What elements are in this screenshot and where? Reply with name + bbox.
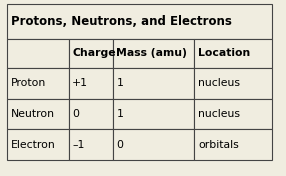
Text: Mass (amu): Mass (amu) bbox=[116, 48, 187, 58]
Text: Neutron: Neutron bbox=[11, 109, 55, 119]
Text: 1: 1 bbox=[116, 78, 123, 88]
Bar bbox=[7, 99, 69, 129]
Bar bbox=[69, 39, 113, 68]
Text: –1: –1 bbox=[72, 140, 84, 150]
Bar bbox=[194, 99, 272, 129]
Bar bbox=[7, 68, 69, 99]
Bar bbox=[113, 99, 194, 129]
Bar bbox=[194, 68, 272, 99]
Text: Electron: Electron bbox=[11, 140, 55, 150]
Text: 1: 1 bbox=[116, 109, 123, 119]
Bar bbox=[7, 39, 69, 68]
Text: nucleus: nucleus bbox=[198, 78, 240, 88]
Bar bbox=[7, 129, 69, 160]
Text: Protons, Neutrons, and Electrons: Protons, Neutrons, and Electrons bbox=[11, 15, 231, 28]
Bar bbox=[113, 129, 194, 160]
Text: Location: Location bbox=[198, 48, 250, 58]
Text: Charge: Charge bbox=[72, 48, 116, 58]
Bar bbox=[113, 68, 194, 99]
Bar bbox=[69, 129, 113, 160]
Text: nucleus: nucleus bbox=[198, 109, 240, 119]
Text: Proton: Proton bbox=[11, 78, 46, 88]
Bar bbox=[69, 68, 113, 99]
Text: +1: +1 bbox=[72, 78, 88, 88]
Bar bbox=[194, 39, 272, 68]
Bar bbox=[69, 99, 113, 129]
Text: 0: 0 bbox=[116, 140, 123, 150]
Bar bbox=[7, 4, 272, 39]
Bar bbox=[113, 39, 194, 68]
Text: orbitals: orbitals bbox=[198, 140, 239, 150]
Text: 0: 0 bbox=[72, 109, 79, 119]
Bar bbox=[194, 129, 272, 160]
